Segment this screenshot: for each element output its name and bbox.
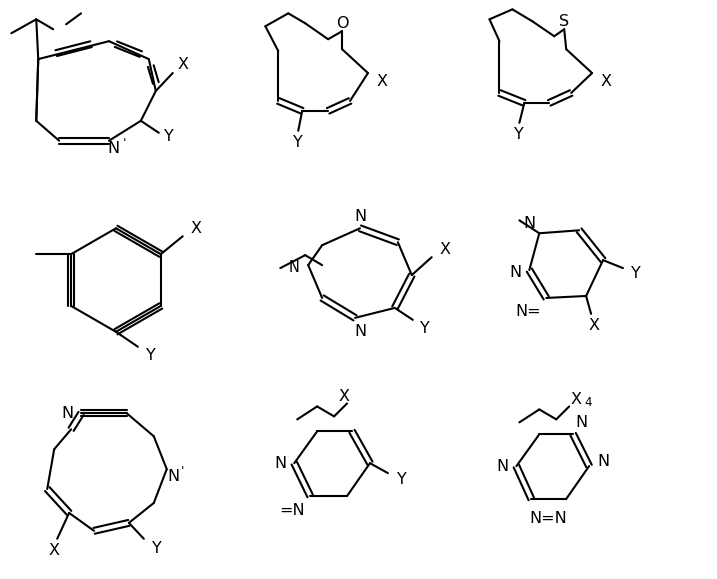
Text: N: N: [107, 141, 119, 156]
Text: N: N: [61, 406, 73, 421]
Text: X: X: [49, 543, 60, 558]
Text: X: X: [601, 74, 612, 89]
Text: X: X: [177, 57, 188, 72]
Text: X: X: [589, 318, 599, 334]
Text: X: X: [440, 241, 450, 256]
Text: N=: N=: [516, 305, 541, 320]
Text: N: N: [523, 216, 536, 231]
Text: =N: =N: [280, 503, 305, 518]
Text: N=N: N=N: [529, 511, 567, 526]
Text: N: N: [509, 265, 521, 280]
Text: N: N: [496, 459, 508, 474]
Text: Y: Y: [293, 135, 303, 150]
Text: Y: Y: [420, 321, 429, 336]
Text: Y: Y: [164, 129, 174, 144]
Text: Y: Y: [146, 348, 156, 363]
Text: Y: Y: [631, 266, 641, 281]
Text: X: X: [376, 74, 387, 89]
Text: Y: Y: [397, 471, 407, 486]
Text: N: N: [354, 209, 366, 224]
Text: X: X: [190, 221, 201, 236]
Text: ': ': [123, 137, 127, 150]
Text: Y: Y: [515, 127, 524, 142]
Text: N: N: [354, 324, 366, 339]
Text: S: S: [559, 14, 569, 29]
Text: N: N: [289, 259, 300, 274]
Text: N: N: [575, 415, 587, 430]
Text: N: N: [168, 468, 180, 483]
Text: Y: Y: [152, 541, 161, 556]
Text: X: X: [338, 389, 350, 404]
Text: O: O: [336, 16, 348, 31]
Text: ': ': [181, 464, 184, 478]
Text: N: N: [597, 454, 609, 468]
Text: 4: 4: [584, 396, 592, 409]
Text: N: N: [274, 456, 286, 471]
Text: X: X: [571, 392, 581, 407]
